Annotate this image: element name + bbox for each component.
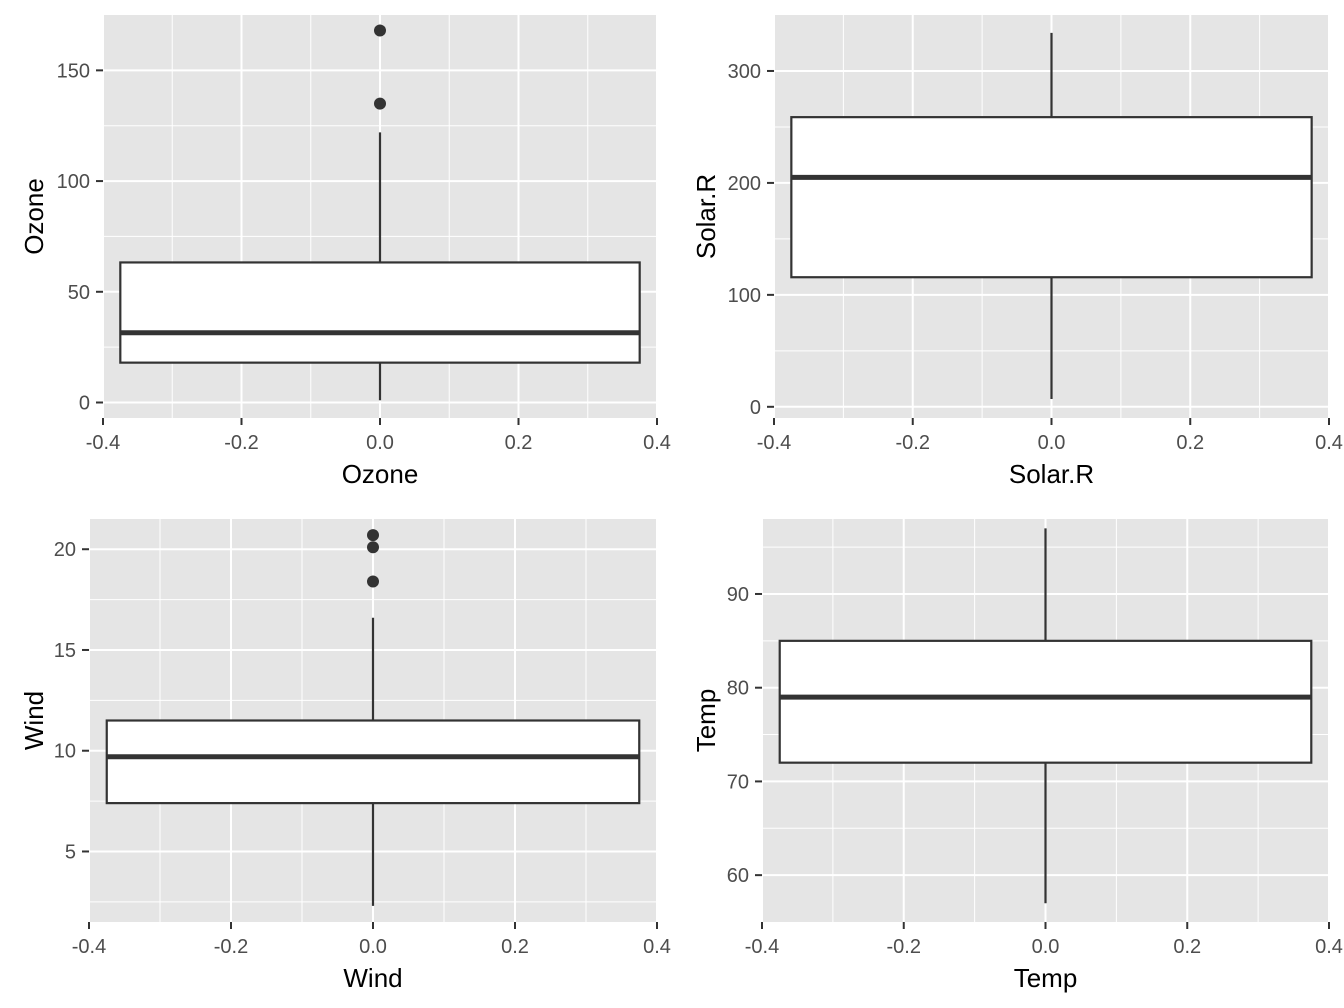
y-tick-label: 90	[727, 584, 749, 606]
y-tick-label: 100	[728, 285, 761, 307]
x-tick-label: -0.2	[214, 936, 248, 958]
x-tick-label: 0.4	[643, 936, 671, 958]
x-tick-label: -0.4	[86, 432, 120, 454]
x-tick-label: 0.4	[1315, 432, 1343, 454]
x-tick-label: 0.0	[1038, 432, 1066, 454]
y-tick-label: 100	[57, 171, 90, 193]
outlier-point	[367, 541, 379, 554]
x-tick-label: 0.0	[366, 432, 394, 454]
x-tick-label: 0.4	[1315, 936, 1343, 958]
x-tick-label: 0.0	[359, 936, 387, 958]
y-axis-title: Temp	[691, 689, 721, 753]
x-tick-label: 0.2	[501, 936, 529, 958]
x-tick-label: 0.2	[505, 432, 533, 454]
x-tick-label: 0.4	[643, 432, 671, 454]
y-tick-label: 10	[54, 741, 76, 763]
y-tick-label: 20	[54, 539, 76, 561]
outlier-point	[367, 575, 379, 588]
y-tick-label: 70	[727, 771, 749, 793]
x-tick-label: 0.2	[1173, 936, 1201, 958]
x-tick-label: -0.4	[757, 432, 791, 454]
x-tick-label: 0.0	[1032, 936, 1060, 958]
y-axis-title: Wind	[19, 691, 49, 750]
x-tick-label: -0.2	[887, 936, 921, 958]
y-tick-label: 50	[68, 282, 90, 304]
x-axis-title: Ozone	[342, 459, 419, 489]
x-tick-label: -0.2	[224, 432, 258, 454]
y-axis-title: Ozone	[19, 178, 49, 255]
y-tick-label: 200	[728, 173, 761, 195]
y-tick-label: 15	[54, 640, 76, 662]
x-axis-title: Temp	[1014, 963, 1078, 993]
y-tick-label: 60	[727, 865, 749, 887]
y-tick-label: 150	[57, 60, 90, 82]
box-iqr	[119, 261, 641, 364]
y-tick-label: 0	[79, 393, 90, 415]
chart-panel-0: -0.4 -0.2 0.0 0.2 0.4 0 50 100 150 Ozone Ozone	[19, 15, 671, 489]
y-tick-label: 5	[65, 841, 76, 863]
outlier-point	[374, 97, 386, 110]
x-tick-label: -0.2	[896, 432, 930, 454]
chart-panel-3: -0.4 -0.2 0.0 0.2 0.4 60 70 80 90 Temp Temp	[691, 519, 1343, 993]
y-axis-title: Solar.R	[691, 174, 721, 259]
x-tick-label: -0.4	[745, 936, 779, 958]
x-axis-title: Solar.R	[1009, 459, 1094, 489]
x-axis-title: Wind	[343, 963, 402, 993]
box-iqr	[778, 639, 1313, 764]
y-tick-label: 80	[727, 678, 749, 700]
y-tick-label: 300	[728, 61, 761, 83]
box-iqr	[790, 116, 1313, 279]
outlier-point	[374, 24, 386, 37]
x-tick-label: -0.4	[72, 936, 106, 958]
x-tick-label: 0.2	[1176, 432, 1204, 454]
y-tick-label: 0	[750, 397, 761, 419]
box-iqr	[105, 719, 641, 805]
chart-panel-2: -0.4 -0.2 0.0 0.2 0.4 5 10 15 20 Wind Wind	[19, 519, 671, 993]
outlier-point	[367, 529, 379, 542]
chart-panel-1: -0.4 -0.2 0.0 0.2 0.4 0 100 200 300 Solar.R Solar.…	[691, 15, 1343, 489]
